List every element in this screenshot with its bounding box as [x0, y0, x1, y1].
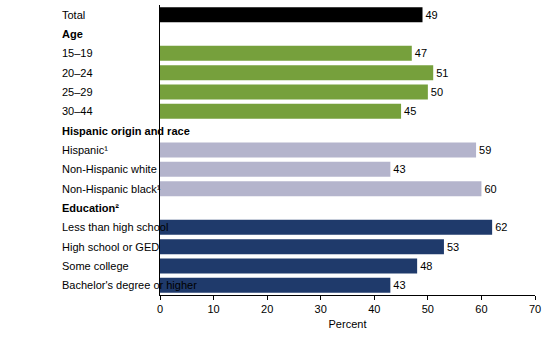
svg-text:43: 43 [393, 163, 405, 175]
svg-text:High school or GED: High school or GED [62, 241, 159, 253]
svg-text:40: 40 [368, 303, 380, 315]
svg-text:60: 60 [484, 183, 496, 195]
svg-text:60: 60 [475, 303, 487, 315]
svg-text:62: 62 [495, 221, 507, 233]
svg-text:25–29: 25–29 [62, 86, 93, 98]
svg-text:15–19: 15–19 [62, 47, 93, 59]
svg-text:47: 47 [415, 47, 427, 59]
svg-text:51: 51 [436, 67, 448, 79]
svg-text:Percent: Percent [329, 318, 367, 330]
svg-text:53: 53 [447, 241, 459, 253]
svg-text:Age: Age [62, 28, 83, 40]
svg-text:20: 20 [261, 303, 273, 315]
svg-text:0: 0 [157, 303, 163, 315]
svg-text:50: 50 [422, 303, 434, 315]
svg-text:49: 49 [426, 9, 438, 21]
svg-text:30–44: 30–44 [62, 105, 93, 117]
svg-text:Total: Total [62, 9, 85, 21]
svg-text:30: 30 [315, 303, 327, 315]
svg-text:Bachelor's degree or higher: Bachelor's degree or higher [62, 279, 197, 291]
svg-text:Hispanic origin and race: Hispanic origin and race [62, 125, 190, 137]
svg-text:Hispanic¹: Hispanic¹ [62, 144, 108, 156]
svg-text:Non-Hispanic white: Non-Hispanic white [62, 163, 157, 175]
svg-text:50: 50 [431, 86, 443, 98]
svg-text:48: 48 [420, 260, 432, 272]
svg-text:43: 43 [393, 279, 405, 291]
svg-text:Some college: Some college [62, 260, 129, 272]
svg-text:Less than high school: Less than high school [62, 221, 168, 233]
svg-text:70: 70 [529, 303, 541, 315]
svg-text:59: 59 [479, 144, 491, 156]
svg-text:45: 45 [404, 105, 416, 117]
svg-text:Education²: Education² [62, 202, 119, 214]
svg-text:20–24: 20–24 [62, 67, 93, 79]
svg-text:10: 10 [207, 303, 219, 315]
svg-text:Non-Hispanic black¹: Non-Hispanic black¹ [62, 183, 161, 195]
